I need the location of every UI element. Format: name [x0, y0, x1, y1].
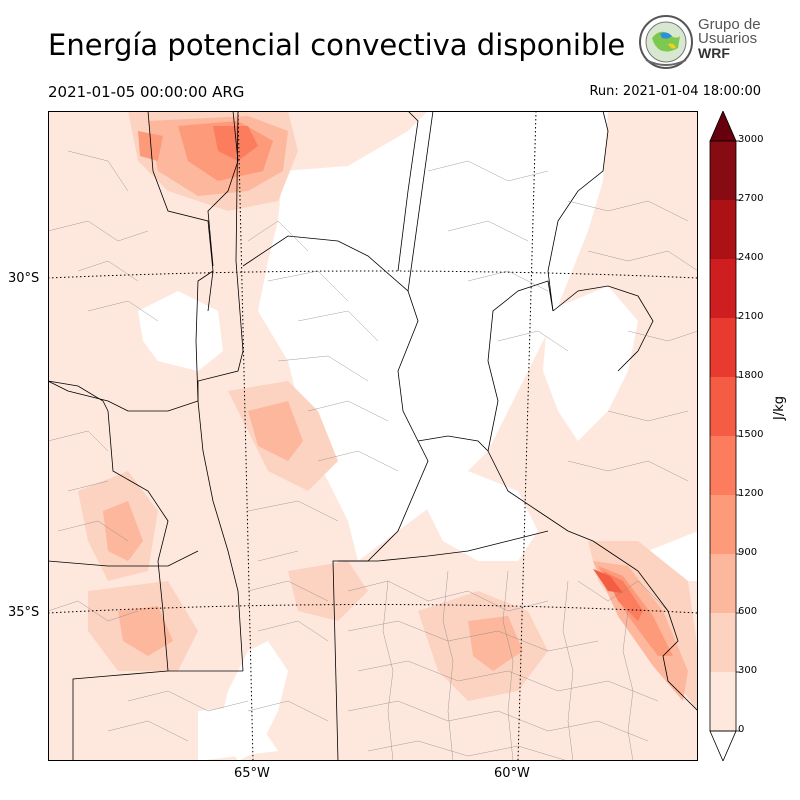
colorbar-tick-label: 1200 — [738, 488, 764, 499]
colorbar-segment — [710, 554, 736, 613]
cape-level-1500 — [593, 569, 623, 593]
coastline — [607, 550, 698, 712]
lon-label-60w: 60°W — [494, 766, 530, 781]
colorbar-segment — [710, 318, 736, 377]
colorbar-segment — [710, 613, 736, 672]
colorbar-extend-over — [709, 111, 737, 142]
colorbar-tick-label: 2700 — [738, 193, 764, 204]
colorbar-tick-label: 600 — [738, 606, 758, 617]
lat-label-30s: 30°S — [8, 271, 40, 286]
colorbar-unit: J/kg — [772, 396, 787, 420]
wrf-logo: Grupo de Usuarios WRF — [638, 14, 768, 74]
colorbar — [709, 111, 740, 761]
map-frame — [48, 111, 698, 761]
colorbar-segment — [710, 200, 736, 259]
logo-text: Grupo de Usuarios WRF — [698, 16, 761, 61]
logo-line-1: Grupo de — [698, 16, 761, 33]
colorbar-segment — [710, 377, 736, 436]
page-title: Energía potencial convectiva disponible — [48, 28, 626, 62]
colorbar-tick-label: 1800 — [738, 370, 764, 381]
colorbar-tick-label: 0 — [738, 724, 745, 735]
colorbar-tick-label: 3000 — [738, 134, 764, 145]
colorbar-segment — [710, 141, 736, 200]
lon-label-65w: 65°W — [234, 766, 270, 781]
logo-line-3: WRF — [698, 45, 730, 61]
cape-map — [48, 111, 698, 761]
colorbar-segment — [710, 436, 736, 495]
lat-label-35s: 35°S — [8, 605, 40, 620]
colorbar-tick-label: 1500 — [738, 429, 764, 440]
valid-time: 2021-01-05 00:00:00 ARG — [48, 83, 245, 101]
colorbar-segment — [710, 672, 736, 731]
graticule — [48, 111, 698, 761]
globe-icon — [639, 15, 693, 69]
colorbar-tick-label: 2400 — [738, 252, 764, 263]
colorbar-extend-under — [709, 730, 737, 761]
colorbar-segment — [710, 259, 736, 318]
run-time: Run: 2021-01-04 18:00:00 — [589, 84, 761, 99]
colorbar-tick-label: 300 — [738, 665, 758, 676]
colorbar-tick-label: 900 — [738, 547, 758, 558]
logo-line-2: Usuarios — [698, 30, 758, 47]
colorbar-tick-label: 2100 — [738, 311, 764, 322]
cape-none-regions — [138, 111, 698, 761]
political-borders — [48, 111, 654, 761]
colorbar-segment — [710, 495, 736, 554]
